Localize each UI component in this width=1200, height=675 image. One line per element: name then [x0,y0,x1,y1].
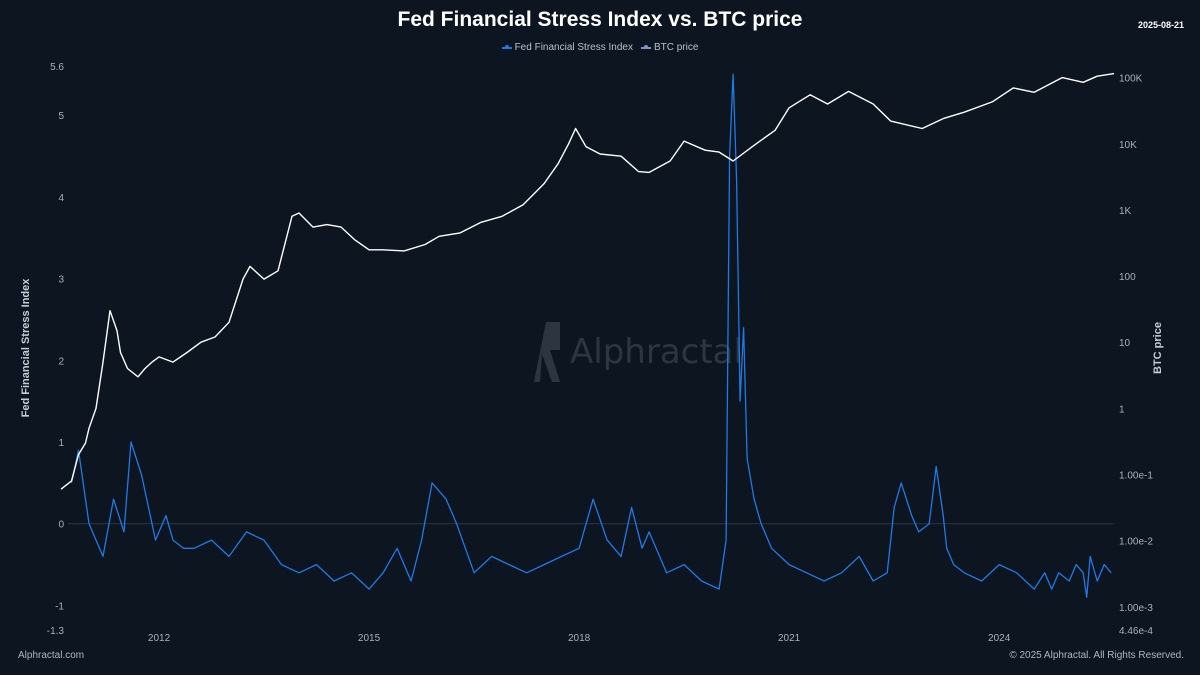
y-left-tick-label: 4 [58,193,64,204]
y-left-tick-label: 3 [58,275,64,286]
legend-item-fsi[interactable]: Fed Financial Stress Index [501,42,633,53]
legend-label-fsi: Fed Financial Stress Index [514,42,633,53]
y-right-tick-label: 4.46e-4 [1119,626,1153,637]
x-tick-label: 2024 [988,633,1011,644]
footer-copyright: © 2025 Alphractal. All Rights Reserved. [1009,650,1184,661]
legend-item-btc[interactable]: BTC price [640,42,699,53]
y-right-tick-label: 1.00e-2 [1119,537,1153,548]
y-right-tick-label: 10K [1119,140,1137,151]
y-left-tick-label: 5.6 [50,62,64,73]
legend-swatch-fsi [501,44,512,49]
y-right-tick-label: 1.00e-3 [1119,603,1153,614]
x-tick-label: 2012 [148,633,171,644]
y-left-tick-label: 1 [58,438,64,449]
series-line-fed-stress-index [70,73,1112,598]
watermark-text: Alphractal [570,332,743,372]
y-right-tick-label: 10 [1119,338,1131,349]
y-right-tick-label: 1 [1119,404,1125,415]
legend-label-btc: BTC price [653,42,699,53]
y-right-tick-label: 100 [1119,272,1136,283]
watermark: Alphractal [530,320,743,384]
footer-source: Alphractal.com [18,650,85,661]
y-right-tick-label: 100K [1119,74,1143,85]
x-tick-label: 2015 [358,633,381,644]
y-left-tick-label: 5 [58,111,64,122]
series-line-btc-price [60,72,1115,490]
y-left-tick-label: -1.3 [47,626,65,637]
page-title: Fed Financial Stress Index vs. BTC price [397,8,803,31]
date-label: 2025-08-21 [1137,20,1184,30]
x-tick-label: 2021 [778,633,801,644]
y-left-tick-label: 2 [58,356,64,367]
legend-swatch-btc [640,44,651,49]
legend: Fed Financial Stress Index BTC price [0,42,1200,53]
y-right-tick-label: 1.00e-1 [1119,471,1153,482]
y-left-tick-label: -1 [55,601,64,612]
y-left-tick-label: 0 [58,520,64,531]
x-tick-label: 2018 [568,633,591,644]
y-right-tick-label: 1K [1119,206,1132,217]
alphractal-logo-icon [534,322,560,382]
